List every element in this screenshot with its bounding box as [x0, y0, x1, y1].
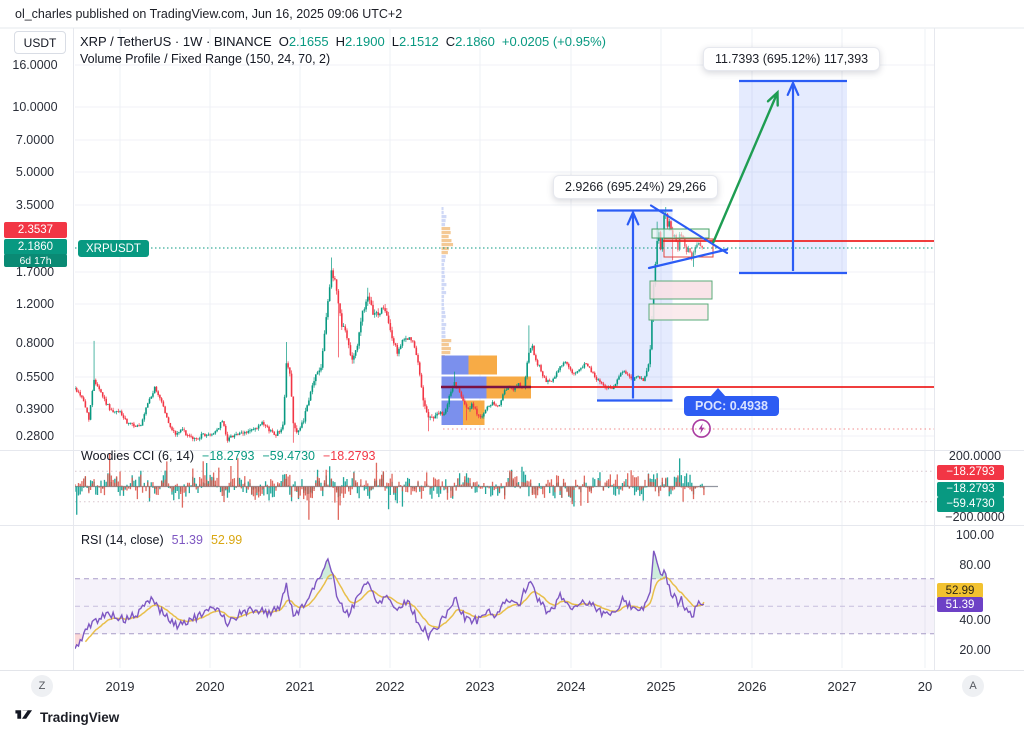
- ohlc-close-key: C: [445, 34, 456, 49]
- publish-info: ol_charles published on TradingView.com,…: [15, 7, 403, 21]
- candle-bodies-up: [75, 214, 705, 441]
- price-tick: 0.2800: [15, 429, 55, 443]
- cci-indicator-legend[interactable]: Woodies CCI (6, 14) −18.2793 −59.4730 −18.2…: [81, 449, 391, 463]
- price-tick: 5.0000: [15, 165, 55, 179]
- ohlc-low-key: L: [391, 34, 399, 49]
- indicator-scale-tick: 100.00: [955, 528, 995, 542]
- cci-pane: [75, 453, 934, 520]
- indicator-legend-volume-profile[interactable]: Volume Profile / Fixed Range (150, 24, 7…: [80, 52, 331, 66]
- year-label: 20: [917, 679, 933, 694]
- cci-value-badge: −59.4730: [937, 496, 1004, 512]
- cci-values: −18.2793 −59.4730 −18.2793: [202, 449, 383, 463]
- indicator-scale-tick: 80.00: [959, 558, 991, 572]
- poc-pointer-icon: [710, 388, 726, 397]
- year-label: 2027: [827, 679, 857, 694]
- rsi-value: 51.39: [171, 533, 203, 547]
- indicator-scale-tick: 40.00: [959, 613, 991, 627]
- price-tick: 10.0000: [12, 100, 58, 114]
- lightning-icon[interactable]: [691, 418, 712, 439]
- ohlc-close-value: 2.1860: [455, 34, 495, 49]
- price-tick: 0.3900: [15, 402, 55, 416]
- currency-toggle-button[interactable]: USDT: [14, 31, 66, 54]
- cci-value: −18.2793: [202, 449, 255, 463]
- cci-value: −18.2793: [322, 449, 376, 463]
- ohlc-high-key: H: [335, 34, 345, 49]
- auto-scale-button[interactable]: A: [962, 675, 984, 697]
- price-tick: 16.0000: [12, 58, 58, 72]
- ohlc-open-value: 2.1655: [288, 34, 329, 49]
- price-tick: 1.7000: [15, 265, 55, 279]
- indicator-scale-tick: 20.00: [959, 643, 991, 657]
- measure-label-29266[interactable]: 2.9266 (695.24%) 29,266: [553, 175, 719, 199]
- year-label: 2019: [105, 679, 135, 694]
- tradingview-brand-text: TradingView: [40, 709, 120, 725]
- price-tick: 7.0000: [15, 133, 55, 147]
- ohlc-low-value: 2.1512: [398, 34, 439, 49]
- price-tick: 3.5000: [15, 198, 55, 212]
- change-value: +0.0205 (+0.95%): [501, 34, 606, 49]
- rsi-title: RSI (14, close): [81, 533, 164, 547]
- cci-value-badge: −18.2793: [937, 481, 1004, 497]
- timezone-button[interactable]: Z: [31, 675, 53, 697]
- indicator-scale-tick: −200.0000: [945, 510, 1005, 524]
- measure-label-117393[interactable]: 11.7393 (695.12%) 117,393: [703, 47, 881, 71]
- cci-value-badge: −18.2793: [937, 464, 1004, 480]
- cci-title: Woodies CCI (6, 14): [81, 449, 195, 463]
- year-label: 2023: [465, 679, 495, 694]
- rsi-indicator-legend[interactable]: RSI (14, close) 51.39 52.99: [81, 533, 258, 547]
- last-price-badge: 2.1860: [4, 239, 67, 255]
- poc-label[interactable]: POC: 0.4938: [684, 396, 779, 416]
- rsi-values: 51.39 52.99: [172, 533, 251, 547]
- year-label: 2020: [195, 679, 225, 694]
- year-label: 2026: [737, 679, 767, 694]
- ohlc-high-value: 2.1900: [344, 34, 385, 49]
- main-pane: [75, 79, 934, 443]
- symbol-legend[interactable]: XRP / TetherUS · 1W · BINANCE O2.1655 H2.1…: [80, 34, 606, 49]
- candle-bodies-down: [75, 214, 703, 441]
- rsi-value-badge: 51.39: [937, 597, 983, 612]
- cci-histogram-red: [75, 453, 705, 520]
- symbol-title: XRP / TetherUS · 1W · BINANCE: [80, 34, 272, 49]
- tradingview-brand-link[interactable]: TradingView: [14, 705, 119, 729]
- cci-value: −59.4730: [262, 449, 315, 463]
- year-label: 2025: [646, 679, 676, 694]
- year-label: 2022: [375, 679, 405, 694]
- price-tick: 1.2000: [15, 297, 55, 311]
- rsi-value-badge: 52.99: [937, 583, 983, 598]
- rsi-value: 52.99: [210, 533, 243, 547]
- symbol-price-label: XRPUSDT: [78, 240, 149, 257]
- rsi-pane: [75, 550, 934, 649]
- indicator-scale-tick: 200.0000: [948, 449, 1002, 463]
- bar-countdown-badge: 6d 17h: [4, 254, 67, 267]
- price-tick: 0.8000: [15, 336, 55, 350]
- rsi-line: [75, 550, 705, 649]
- ohlc-open-key: O: [278, 34, 289, 49]
- time-axis[interactable]: 2019 2020 2021 2022 2023 2024 2025 2026 2027 20 Z…: [0, 670, 1024, 702]
- year-label: 2021: [285, 679, 315, 694]
- price-tick: 0.5500: [15, 370, 55, 384]
- year-label: 2024: [556, 679, 586, 694]
- alert-price-badge: 2.3537: [4, 222, 67, 238]
- tradingview-logo-icon: [14, 705, 33, 729]
